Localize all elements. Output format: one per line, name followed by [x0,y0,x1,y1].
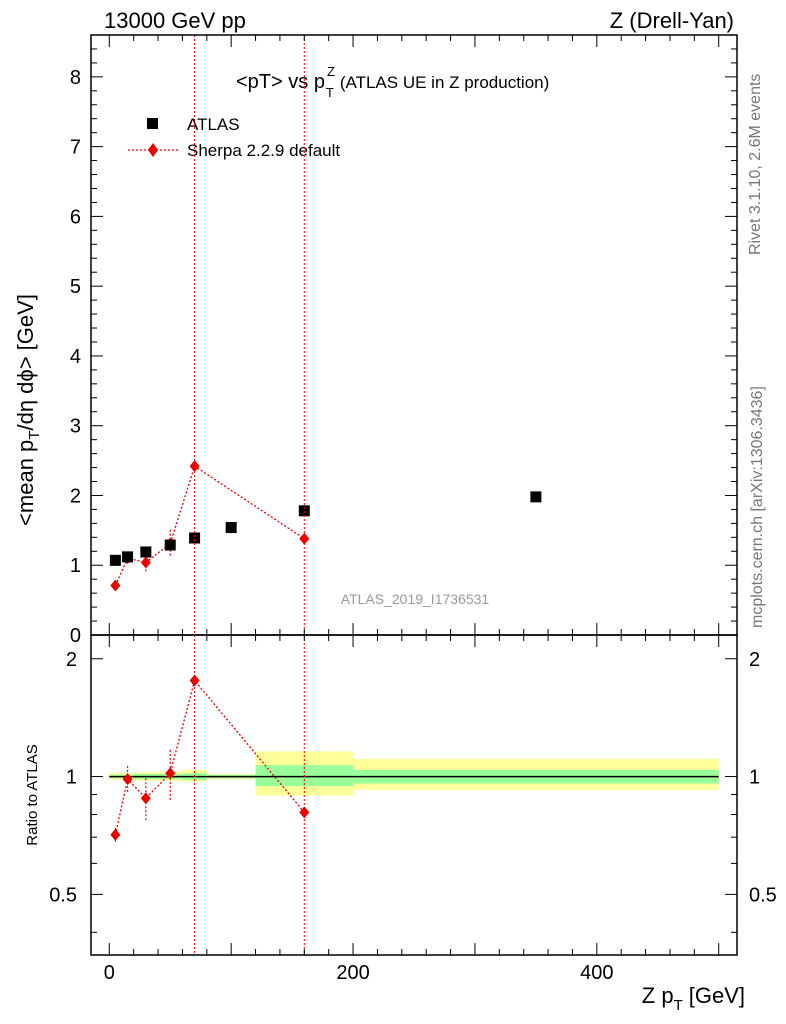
legend-atlas-marker [147,118,158,129]
ratio-ytick-label-right: 0.5 [749,884,777,906]
main-data-point [298,505,310,517]
main-ytick-label: 4 [70,346,81,368]
legend-sherpa-marker [148,143,158,157]
main-data-point [140,546,152,558]
main-ylabel: <mean pT/dη dϕ> [GeV] [13,294,43,526]
plot-title-sup: Z [327,64,335,79]
legend-atlas-label: ATLAS [187,115,240,134]
plot-title: <pT> vs p Z T (ATLAS UE in Z production) [236,64,549,100]
ratio-ytick-label-right: 1 [749,767,760,789]
x-axis-label-b: [GeV] [689,983,745,1008]
main-ylabel-a: <mean p [13,440,38,526]
main-ylabel-b: /dη dϕ> [GeV] [13,294,38,430]
plot-title-main: <pT> vs p [236,71,325,93]
analysis-watermark: ATLAS_2019_I1736531 [341,591,490,607]
x-axis-label-sub: T [674,997,683,1014]
ratio-mc-point [165,767,176,780]
header-left-label: 13000 GeV pp [104,8,246,33]
legend: ATLAS Sherpa 2.2.9 default [128,115,340,160]
x-axis-label: Z pT [GeV] [642,983,745,1014]
ratio-ytick-label: 1 [66,767,77,789]
main-data-point [189,532,201,544]
main-ytick-label: 6 [70,206,81,228]
ratio-frame [90,634,738,956]
ratio-mc-point [122,773,133,786]
ratio-mc-line [114,679,305,835]
x-tick-label: 200 [336,962,369,984]
main-data-point [109,554,121,566]
ratio-mc-point [140,792,151,805]
x-tick-label: 400 [580,962,613,984]
x-tick-label: 0 [104,962,115,984]
ratio-plot [109,674,719,843]
main-data-point [122,551,134,563]
main-ytick-label: 0 [70,625,81,647]
plot-title-sub: T [326,85,334,100]
main-ytick-label: 8 [70,67,81,89]
ratio-ytick-label: 2 [66,649,77,671]
main-ytick-label: 5 [70,276,81,298]
main-ytick-label: 7 [70,137,81,159]
main-ytick-label: 1 [70,555,81,577]
main-plot [109,460,542,592]
rivet-label: Rivet 3.1.10, 2.6M events [747,74,764,255]
main-mc-point [110,579,121,592]
main-data-point [164,539,176,551]
main-data-point [530,491,542,503]
main-ylabel-sub: T [26,431,43,440]
plot-title-suffix: (ATLAS UE in Z production) [340,73,549,92]
main-mc-line [114,465,305,586]
legend-sherpa-label: Sherpa 2.2.9 default [187,141,340,160]
main-mc-point [299,532,310,545]
x-axis-label-a: Z p [642,983,674,1008]
main-mc-point [189,460,200,473]
main-mc-point [140,556,151,569]
main-ytick-label: 3 [70,416,81,438]
ratio-ytick-label-right: 2 [749,649,760,671]
main-data-point [225,522,237,534]
main-ytick-label: 2 [70,485,81,507]
mcplots-label: mcplots.cern.ch [arXiv:1306.3436] [749,386,766,628]
ratio-ytick-label: 0.5 [49,884,77,906]
header-right-label: Z (Drell-Yan) [610,8,734,33]
ratio-mc-point [110,828,121,841]
ratio-ylabel: Ratio to ATLAS [24,744,41,845]
